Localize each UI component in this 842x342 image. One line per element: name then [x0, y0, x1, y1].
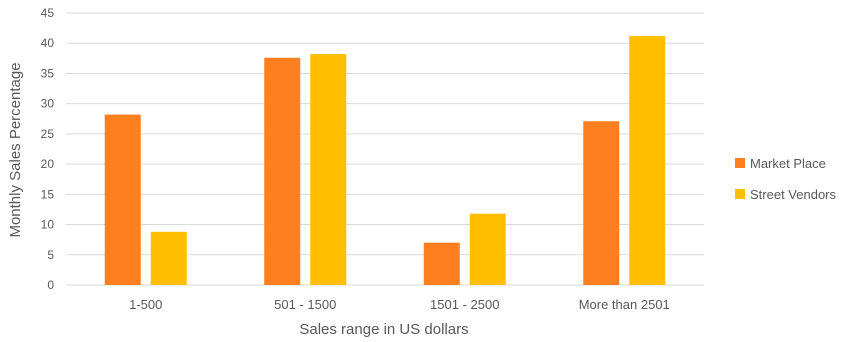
- y-axis-ticks: 0 5 10 15 20 25 30 35 40 45: [41, 6, 55, 292]
- x-axis-title: Sales range in US dollars: [299, 321, 468, 338]
- y-tick-label: 15: [41, 187, 55, 201]
- y-tick-label: 25: [41, 127, 55, 141]
- bar-market-place: [104, 114, 141, 286]
- y-tick-label: 35: [41, 66, 55, 80]
- bar-street-vendors: [469, 213, 506, 285]
- y-tick-label: 40: [41, 36, 55, 50]
- legend-label: Market Place: [750, 156, 826, 171]
- legend-label: Street Vendors: [750, 187, 836, 202]
- x-category-label: 1-500: [129, 297, 162, 312]
- bar-market-place: [264, 57, 301, 286]
- y-tick-label: 45: [41, 6, 55, 20]
- y-axis-title: Monthly Sales Percentage: [7, 62, 24, 237]
- bar-street-vendors: [310, 54, 347, 286]
- x-category-label: More than 2501: [579, 297, 670, 312]
- x-category-label: 501 - 1500: [274, 297, 336, 312]
- legend: Market Place Street Vendors: [735, 156, 836, 202]
- legend-swatch: [735, 189, 745, 199]
- y-tick-label: 30: [41, 97, 55, 111]
- y-tick-label: 20: [41, 157, 55, 171]
- bar-street-vendors: [150, 231, 187, 285]
- y-tick-label: 10: [41, 218, 55, 232]
- bar-street-vendors: [629, 35, 666, 285]
- x-axis-categories: 1-500 501 - 1500 1501 - 2500 More than 2501: [129, 297, 670, 312]
- y-tick-label: 5: [47, 248, 54, 262]
- bar-market-place: [583, 121, 620, 285]
- bar-market-place: [423, 242, 460, 285]
- bars: [104, 35, 666, 286]
- legend-swatch: [735, 158, 745, 168]
- y-tick-label: 0: [47, 278, 54, 292]
- x-category-label: 1501 - 2500: [430, 297, 499, 312]
